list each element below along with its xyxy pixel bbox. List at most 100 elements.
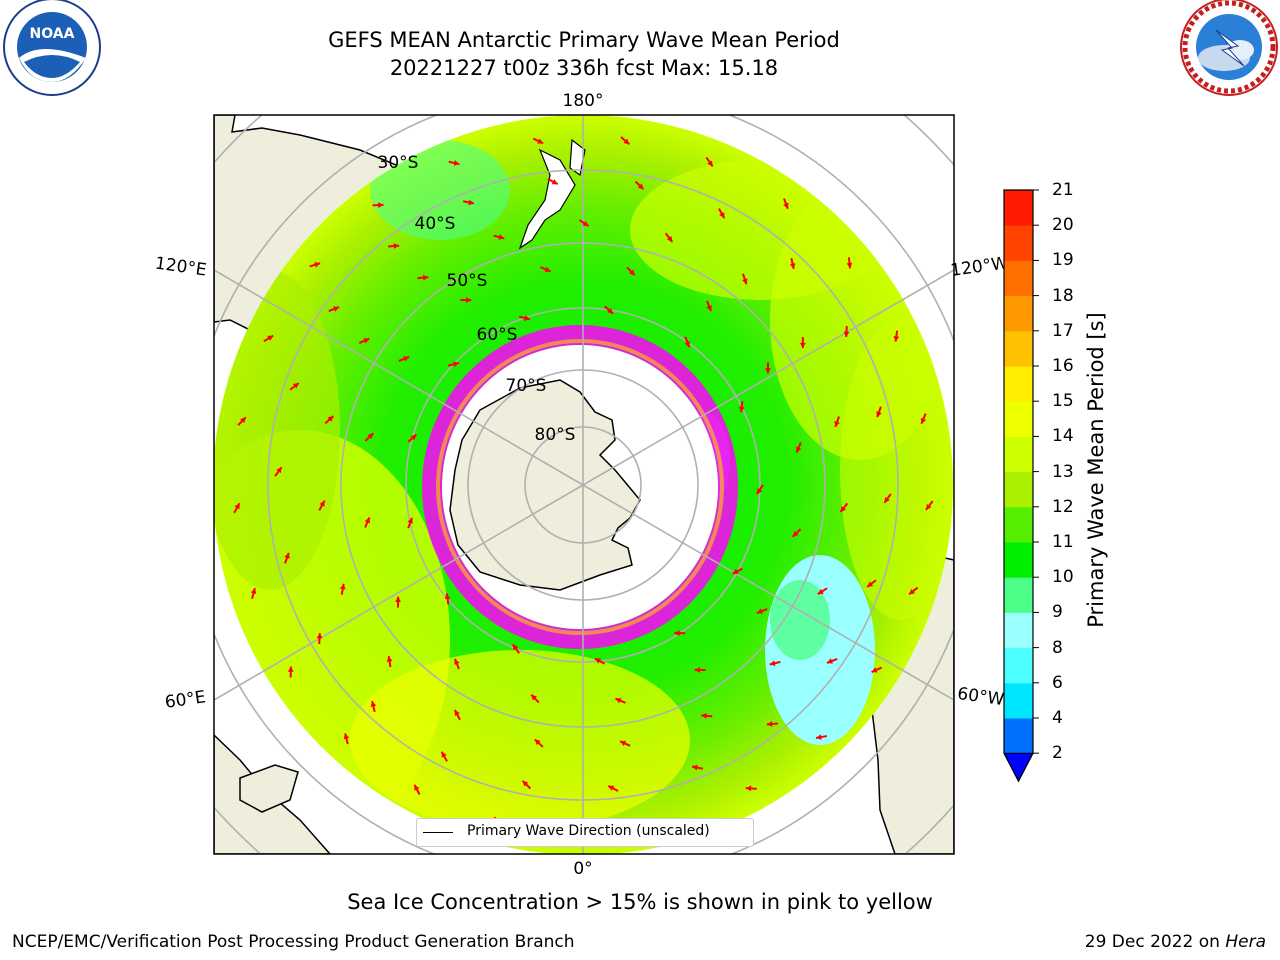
colorbar-tick-label: 8 [1052,637,1063,658]
wave-arrow [594,657,606,665]
wave-arrow [287,666,294,678]
colorbar-tick-label: 10 [1052,567,1074,588]
lat-label-40s: 40°S [415,214,456,234]
wave-arrow [634,180,645,190]
wave-arrow [626,266,636,277]
lon-label-60e: 60°E [164,687,207,712]
wave-arrow [732,567,743,575]
wave-arrow [834,416,840,428]
colorbar-extend-arrow [1003,752,1034,783]
wave-arrow [871,666,883,673]
colorbar-tick-label: 16 [1052,356,1074,376]
wave-arrow [460,297,472,303]
sea-ice-ring [422,325,738,649]
wave-arrow [578,219,590,227]
colorbar-tick-label: 19 [1052,250,1074,271]
wave-arrow [705,156,714,168]
colorbar-bin [1004,577,1033,613]
lon-label-120e: 120°E [154,254,208,281]
colorbar-tick-label: 12 [1052,496,1074,517]
wave-arrow [530,693,540,704]
wave-arrow [701,712,713,719]
wave-arrow [883,493,892,504]
wave-arrow [789,257,796,270]
wave-arrow [328,306,340,313]
wave-arrow [694,667,706,673]
wave-arrow [766,721,778,727]
wave-arrow [454,658,460,670]
wave-arrow [745,785,757,792]
wave-arrow [364,517,371,528]
colorbar-tick-label: 14 [1052,426,1074,447]
legend-line-sample [423,832,453,833]
wave-arrow [866,579,877,588]
wave-arrow [417,274,429,281]
lat-label-60s: 60°S [477,325,518,345]
wave-arrow [846,257,853,269]
wave-arrow [876,406,882,418]
graticule [214,115,954,854]
wave-arrow [791,528,802,538]
wave-arrow [388,243,400,249]
wave-arrow [769,660,781,667]
wave-arrow [799,337,806,349]
wave-arrow [691,764,704,771]
colorbar [1003,189,1039,783]
colorbar-bin [1004,260,1033,297]
colorbar-label: Primary Wave Mean Period [s] [1084,312,1108,628]
wave-arrow [826,657,838,664]
wave-arrow [462,199,475,206]
wave-arrow [407,433,418,443]
wave-arrow [843,325,850,338]
wave-arrow [684,336,691,348]
map-area [214,115,954,854]
wave-arrow [795,442,802,453]
wave-arrow [386,656,393,668]
wave-arrow [534,738,544,748]
noaa-logo: NOAA [3,0,101,96]
wave-arrow [755,484,764,495]
colorbar-bin [1004,718,1033,754]
wave-arrow [604,305,614,315]
wave-arrow [540,266,551,273]
wave-arrow [782,198,789,210]
lat-label-80s: 80°S [535,425,576,445]
colorbar-bin [1004,295,1033,332]
wave-direction-arrows [233,136,934,836]
colorbar-bin [1004,542,1033,578]
wave-arrow [908,586,919,596]
wave-arrow [358,337,370,344]
wave-arrow [289,382,300,391]
noaa-logo-text: NOAA [30,26,75,42]
wave-arrow [765,362,771,374]
sea-ice-caption: Sea Ice Concentration > 15% is shown in … [347,890,933,914]
wave-arrow [521,780,532,790]
legend-label: Primary Wave Direction (unscaled) [467,823,710,839]
wave-arrow [839,502,849,513]
nws-logo [1180,0,1278,96]
colorbar-tick-label: 4 [1052,708,1063,728]
colorbar-tick-label: 6 [1052,672,1063,693]
colorbar-tick-label: 2 [1052,743,1063,764]
colorbar-tick-label: 20 [1052,215,1074,236]
colorbar-bin [1004,401,1033,437]
wave-arrow [398,356,410,362]
wave-arrow [413,784,421,795]
wave-arrow [309,262,321,268]
wave-arrow [756,608,768,614]
colorbar-bin [1004,436,1033,473]
wave-arrow [370,700,377,713]
lat-label-30s: 30°S [378,153,419,173]
wave-arrow [920,413,927,425]
colorbar-bin [1004,366,1033,402]
wave-arrow [512,643,520,654]
wave-arrow [284,552,290,564]
wave-arrow [448,361,460,368]
wave-arrow [547,178,559,186]
wave-arrow [407,517,414,529]
footer-credit: NCEP/EMC/Verification Post Processing Pr… [12,932,575,952]
wave-arrow [453,709,461,721]
map-frame [213,114,955,855]
lon-label-60w: 60°W [956,684,1005,710]
chart-subtitle: 20221227 t00z 336h fcst Max: 15.18 [389,56,779,80]
